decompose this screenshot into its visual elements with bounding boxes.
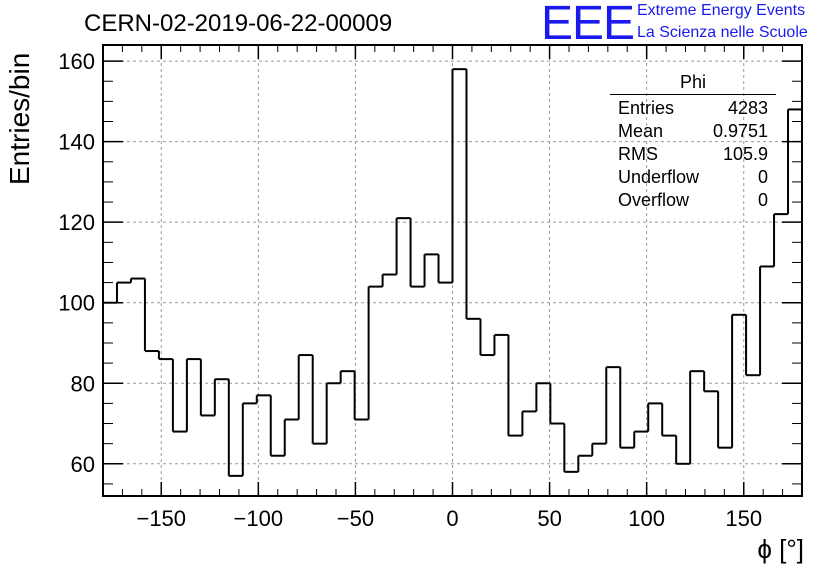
tick-labels: −150 −100 −50 0 50 100 150 60 80 100 120 140 160	[58, 49, 762, 531]
stats-value: 0	[757, 167, 768, 187]
x-tick-label: −100	[234, 506, 284, 531]
stats-row: Underflow 0	[610, 166, 776, 189]
axis-ticks	[102, 45, 803, 496]
plot-frame	[102, 44, 803, 497]
logo-line-1: Extreme Energy Events	[637, 2, 806, 19]
y-tick-label: 80	[71, 371, 95, 396]
stats-value: 4283	[727, 98, 768, 118]
stats-row: Overflow 0	[610, 189, 776, 212]
y-tick-label: 160	[58, 49, 95, 74]
stats-box: Phi Entries 4283 Mean 0.9751 RMS 105.9 Unde…	[610, 72, 776, 212]
x-tick-label: 0	[446, 506, 458, 531]
x-tick-label: 50	[537, 506, 561, 531]
stats-label: Mean	[618, 121, 664, 141]
stats-label: RMS	[618, 144, 658, 164]
y-tick-label: 100	[58, 291, 95, 316]
x-tick-label: −150	[136, 506, 186, 531]
chart-title: CERN-02-2019-06-22-00009	[84, 10, 393, 37]
y-axis-label: Entries/bin	[4, 52, 35, 185]
logo-line-2: La Scienza nelle Scuole	[637, 24, 808, 41]
x-tick-label: 150	[725, 506, 762, 531]
x-tick-label: −50	[337, 506, 374, 531]
eee-logo: EEE	[541, 0, 635, 50]
y-tick-label: 140	[58, 130, 95, 155]
x-axis-label: ϕ [°]	[757, 534, 804, 564]
stats-value: 0.9751	[712, 121, 768, 141]
stats-label: Underflow	[618, 167, 700, 187]
histogram-bins	[103, 68, 803, 496]
stats-row: Mean 0.9751	[610, 120, 776, 143]
stats-label: Entries	[618, 98, 675, 118]
stats-value: 105.9	[722, 144, 768, 164]
y-tick-label: 60	[71, 452, 95, 477]
stats-row: RMS 105.9	[610, 143, 776, 166]
stats-title: Phi	[610, 72, 776, 95]
x-tick-label: 100	[628, 506, 665, 531]
stats-value: 0	[757, 190, 768, 210]
y-tick-label: 120	[58, 210, 95, 235]
stats-row: Entries 4283	[610, 97, 776, 120]
stats-label: Overflow	[618, 190, 690, 210]
